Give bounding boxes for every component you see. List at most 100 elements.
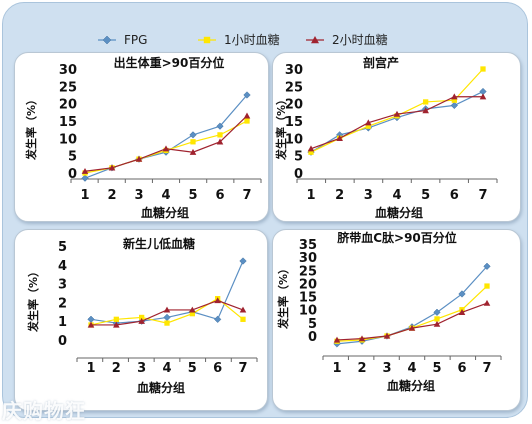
- legend-marker-0: [102, 35, 112, 45]
- data-point: [408, 324, 416, 331]
- y-tick-label: 0: [308, 330, 317, 345]
- y-tick-label: 10: [299, 304, 317, 319]
- y-tick-label: 5: [68, 150, 77, 165]
- y-tick-label: 25: [59, 80, 77, 95]
- legend-label-2: 2小时血糖: [332, 32, 388, 47]
- series-2: [81, 112, 251, 174]
- data-point: [450, 101, 458, 110]
- series-2: [87, 297, 247, 328]
- y-tick-label: 30: [299, 251, 317, 266]
- data-point: [307, 145, 315, 152]
- x-tick-label: 5: [188, 361, 197, 376]
- data-point: [393, 110, 401, 117]
- series-line-0: [90, 260, 244, 324]
- data-point: [216, 122, 224, 130]
- chart-title: 脐带血C肽>90百分位: [337, 230, 457, 245]
- chart-panel-cesarean: 0 5 10 15 20 25 30 1 2 3 4 5 6 7 剖宫产 血糖分组 发生率（%）: [272, 52, 521, 222]
- y-tick-label: 0: [68, 167, 77, 182]
- data-point: [244, 118, 250, 124]
- series-2: [333, 299, 491, 343]
- x-tick-label: 7: [238, 361, 247, 376]
- x-tick-label: 3: [137, 361, 146, 376]
- legend-marker-1: [203, 36, 211, 44]
- y-tick-label: 3: [58, 278, 67, 293]
- chart-panel-neonatal-hypoglycemia: 0 1 2 3 4 5 1 2 3 4 5 6 7 新生儿低血糖 血糖分组 发生率（%）: [14, 229, 268, 411]
- y-tick-label: 10: [59, 132, 77, 147]
- data-point: [189, 311, 195, 317]
- y-tick-label: 10: [285, 132, 303, 147]
- series-1: [308, 66, 486, 155]
- data-point: [189, 131, 197, 139]
- data-point: [113, 316, 119, 322]
- data-point: [239, 306, 247, 313]
- x-tick-label: 4: [161, 188, 170, 203]
- x-tick-label: 4: [162, 361, 171, 376]
- data-point: [365, 119, 372, 126]
- x-tick-label: 5: [188, 188, 197, 203]
- y-tick-label: 30: [285, 63, 303, 78]
- data-point: [164, 320, 170, 326]
- data-point: [365, 123, 371, 129]
- data-point: [484, 283, 490, 289]
- data-point: [479, 93, 487, 100]
- data-point: [214, 297, 221, 304]
- data-point: [239, 257, 247, 265]
- chart-title: 剖宫产: [363, 55, 399, 70]
- x-axis-title: 血糖分组: [141, 205, 189, 220]
- data-point: [87, 321, 95, 328]
- data-point: [162, 145, 170, 152]
- series-line-0: [336, 265, 488, 345]
- data-point: [451, 97, 457, 103]
- x-tick-label: 1: [332, 361, 341, 376]
- y-tick-label: 4: [58, 259, 67, 274]
- data-point: [333, 336, 341, 343]
- y-tick-label: 35: [299, 238, 317, 253]
- series-line-0: [84, 94, 248, 179]
- data-point: [190, 139, 196, 145]
- chart-panel-cord-c-peptide: 0 5 10 15 20 25 30 35 1 2 3 4 5 6 7 脐带血C肽>90百分位 血糖分组 发生率（…: [272, 229, 521, 411]
- data-point: [135, 155, 143, 162]
- data-point: [87, 315, 95, 323]
- data-point: [434, 316, 440, 322]
- y-axis-title: 发生率（%）: [276, 263, 290, 330]
- data-point: [243, 91, 251, 99]
- x-tick-label: 3: [134, 188, 143, 203]
- x-tick-label: 3: [382, 361, 391, 376]
- data-point: [138, 317, 145, 324]
- x-axis-title: 血糖分组: [375, 205, 423, 220]
- x-tick-label: 4: [407, 361, 416, 376]
- x-tick-label: 1: [80, 188, 89, 203]
- x-axis-title: 血糖分组: [137, 380, 185, 395]
- x-tick-label: 1: [86, 361, 95, 376]
- y-tick-label: 2: [58, 296, 67, 311]
- series-1: [334, 283, 490, 344]
- data-point: [308, 149, 314, 155]
- legend-label-1: 1小时血糖: [224, 32, 280, 47]
- x-tick-label: 7: [482, 361, 491, 376]
- x-axis-title: 血糖分组: [387, 378, 435, 393]
- data-point: [423, 99, 429, 105]
- data-point: [139, 314, 145, 321]
- data-point: [458, 309, 466, 315]
- x-tick-label: 7: [478, 188, 487, 203]
- data-point: [216, 138, 224, 145]
- y-tick-label: 5: [308, 317, 317, 332]
- data-point: [483, 299, 491, 306]
- series-line-0: [310, 90, 484, 153]
- y-tick-label: 25: [299, 264, 317, 279]
- legend-marker-2: [311, 36, 319, 44]
- y-tick-label: 0: [294, 167, 303, 182]
- x-tick-label: 7: [242, 188, 251, 203]
- data-point: [483, 262, 491, 270]
- chart-title: 新生儿低血糖: [123, 236, 195, 251]
- x-tick-label: 5: [432, 361, 441, 376]
- legend-label-0: FPG: [124, 33, 147, 47]
- data-point: [383, 332, 391, 339]
- series-0: [307, 87, 487, 156]
- data-point: [480, 66, 486, 72]
- data-point: [433, 320, 441, 327]
